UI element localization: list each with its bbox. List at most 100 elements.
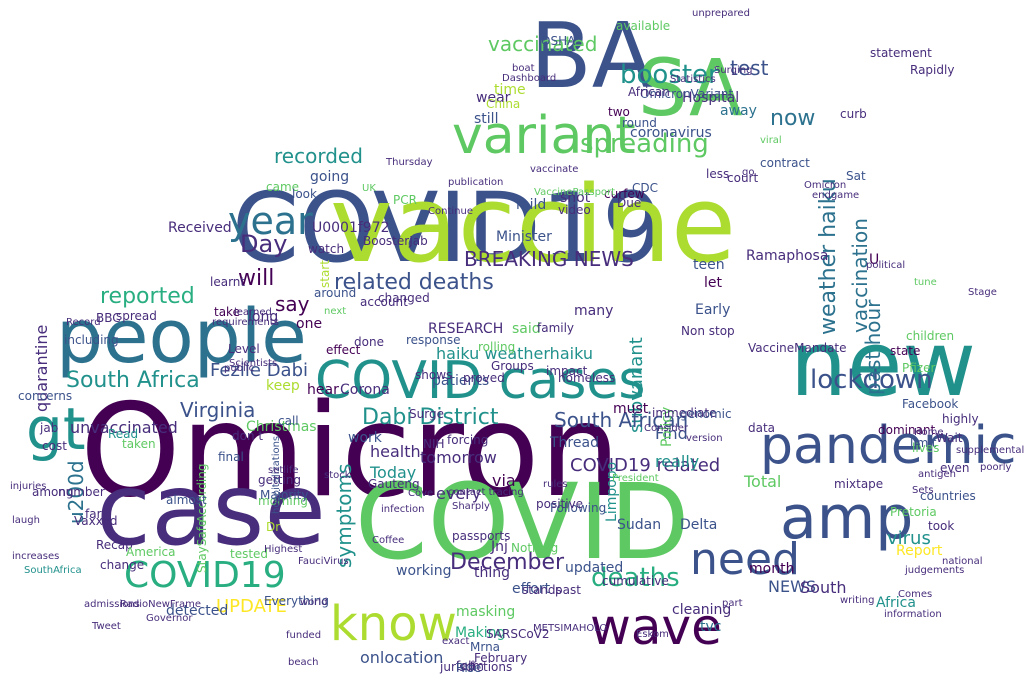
cloud-word: Pretoria — [890, 505, 937, 519]
cloud-word: rules — [543, 479, 568, 490]
cloud-word: teen — [693, 257, 725, 273]
cloud-word: FauciVirus — [298, 556, 349, 567]
cloud-word: South Africa — [66, 368, 200, 393]
cloud-word: vaccinate — [530, 164, 579, 175]
cloud-word: VaccinePassport — [534, 187, 616, 198]
cloud-word: away — [720, 103, 757, 119]
cloud-word: Report — [896, 543, 943, 559]
cloud-word: South African — [554, 408, 689, 432]
cloud-word: COVID19 — [124, 555, 286, 596]
cloud-word: call — [278, 414, 299, 428]
cloud-word: Following — [550, 501, 607, 515]
cloud-word: spreading — [580, 129, 709, 159]
cloud-word: forcing — [447, 433, 489, 447]
cloud-word: setlife — [268, 465, 299, 476]
cloud-word: public — [224, 363, 255, 374]
cloud-word: now — [770, 106, 816, 131]
cloud-word: thing — [474, 565, 511, 581]
cloud-word: injuries — [10, 481, 47, 492]
cloud-word: VaccineMandate — [748, 341, 847, 355]
cloud-word: state — [890, 344, 921, 358]
cloud-word: rolling — [478, 340, 516, 354]
cloud-word: cleaning — [672, 602, 732, 618]
cloud-word: Groups — [491, 359, 534, 373]
cloud-word: Governor — [146, 613, 193, 624]
cloud-word: working — [396, 563, 452, 579]
cloud-word: homeless — [558, 371, 616, 385]
cloud-word: changed — [378, 291, 430, 305]
cloud-word: dominant — [878, 423, 936, 437]
cloud-word: concerns — [18, 389, 73, 403]
cloud-word: variant — [452, 106, 636, 166]
cloud-word: onlocation — [360, 648, 444, 667]
cloud-word: Corona — [340, 382, 390, 398]
cloud-word: far — [85, 507, 102, 521]
cloud-word: supplemental — [956, 445, 1024, 456]
cloud-word: one — [296, 316, 323, 332]
cloud-word: Rapidly — [910, 63, 955, 77]
cloud-word: CDC — [632, 181, 658, 195]
cloud-word: Comes — [898, 589, 933, 600]
cloud-word: Today — [370, 463, 417, 482]
cloud-word: Received — [168, 220, 232, 236]
cloud-word: antigen — [918, 469, 957, 480]
cloud-word: via — [492, 471, 516, 490]
cloud-word: Total — [744, 472, 782, 491]
cloud-word: contact tracing — [448, 487, 524, 498]
cloud-word: tvc — [700, 619, 722, 635]
cloud-word: publication — [448, 177, 504, 188]
cloud-word: need — [690, 534, 800, 585]
cloud-word: round — [622, 116, 657, 130]
cloud-word: Tweet — [92, 621, 121, 632]
cloud-word: Highest — [264, 544, 303, 555]
cloud-word: gt — [26, 395, 86, 463]
cloud-word: Nothing — [511, 541, 559, 555]
cloud-word: PCR — [393, 193, 417, 207]
cloud-word: NIH — [423, 437, 445, 451]
cloud-word: vaccinated — [488, 32, 598, 56]
cloud-word: data — [748, 421, 776, 435]
cloud-word: Cove — [408, 488, 434, 499]
cloud-word: Recap — [96, 538, 133, 552]
cloud-word: done — [354, 335, 384, 349]
cloud-word: South — [800, 578, 847, 597]
cloud-word: came — [266, 180, 300, 194]
cloud-word: wave — [590, 598, 722, 656]
cloud-word: Coffee — [372, 535, 405, 546]
cloud-word: China — [486, 97, 521, 111]
cloud-word: taken — [122, 437, 156, 451]
cloud-word: METSIMAHOLO — [533, 623, 608, 634]
cloud-word: pandemic — [760, 416, 1017, 476]
cloud-word: Rise — [456, 661, 482, 675]
cloud-word: including — [64, 333, 119, 347]
cloud-word: Statistics — [670, 74, 716, 85]
cloud-word: passports — [452, 529, 511, 543]
cloud-word: start — [318, 260, 332, 288]
cloud-word: every — [436, 484, 482, 503]
cloud-word: shows — [415, 368, 453, 382]
cloud-word: morning — [258, 494, 308, 508]
cloud-word: Mrna — [470, 640, 501, 654]
cloud-word: let — [704, 275, 722, 291]
cloud-word: stock — [324, 470, 351, 481]
cloud-word: Level — [228, 342, 260, 356]
cloud-word: world — [300, 597, 328, 608]
cloud-word: OmicronVariant — [640, 87, 734, 101]
cloud-word: Omicron — [80, 377, 621, 526]
cloud-word: impact — [546, 364, 588, 378]
cloud-word: BA — [530, 4, 654, 109]
cloud-word: Early — [695, 302, 731, 318]
cloud-word: UPDATE — [216, 596, 287, 617]
cloud-word: exact — [442, 636, 470, 647]
cloud-word: Non stop — [681, 324, 735, 338]
cloud-word: Africa — [876, 595, 916, 611]
cloud-word: writing — [840, 595, 875, 606]
cloud-word: will — [238, 266, 275, 291]
cloud-word: BoosterJab — [363, 234, 428, 248]
cloud-word: jab — [40, 421, 59, 435]
cloud-word: Dabi District — [362, 405, 499, 430]
cloud-word: among — [32, 485, 74, 499]
cloud-word: go — [742, 167, 755, 178]
cloud-word: account — [360, 295, 408, 309]
cloud-word: boat — [512, 63, 535, 74]
